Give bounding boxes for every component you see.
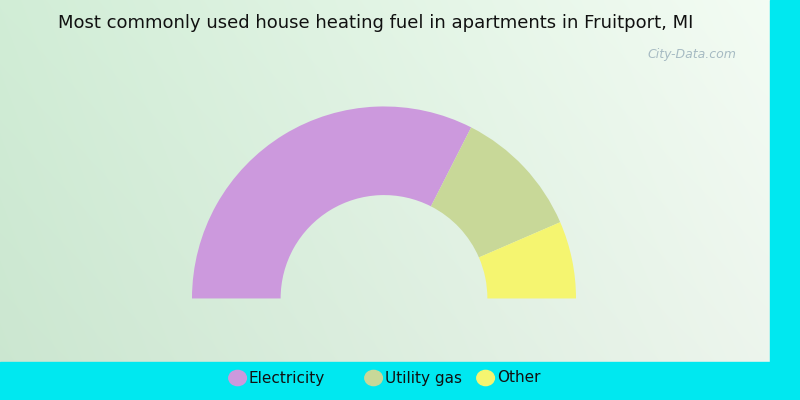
Bar [0, 362, 800, 400]
Text: Most commonly used house heating fuel in apartments in Fruitport, MI: Most commonly used house heating fuel in… [58, 14, 694, 32]
Text: Utility gas: Utility gas [385, 370, 462, 386]
Text: Other: Other [497, 370, 540, 386]
Wedge shape [192, 106, 471, 298]
Text: City-Data.com: City-Data.com [647, 48, 736, 61]
Text: Electricity: Electricity [249, 370, 325, 386]
Wedge shape [431, 127, 560, 258]
Wedge shape [479, 222, 576, 298]
Bar [770, 0, 800, 400]
